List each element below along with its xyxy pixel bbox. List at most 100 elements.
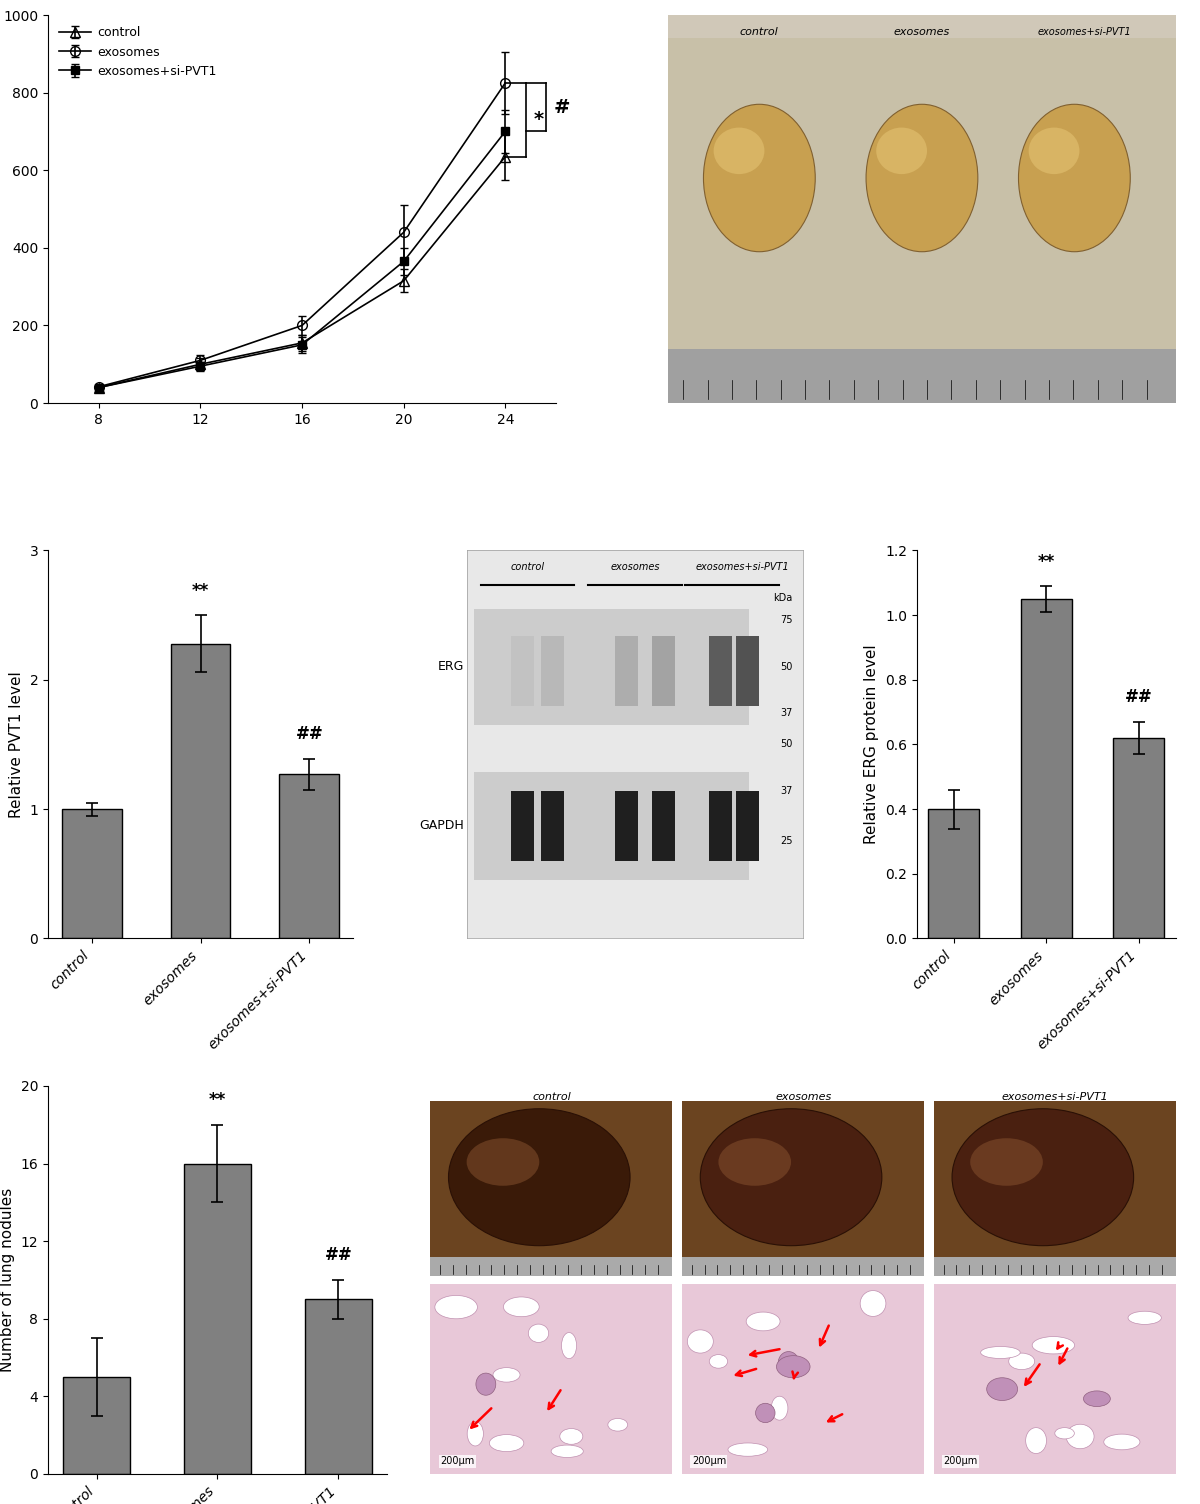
Bar [64, 1378, 130, 1474]
FancyBboxPatch shape [474, 609, 749, 725]
Ellipse shape [467, 1139, 539, 1185]
Ellipse shape [860, 1290, 886, 1316]
FancyBboxPatch shape [934, 1101, 1176, 1275]
Text: 200μm: 200μm [943, 1456, 978, 1466]
Text: GAPDH: GAPDH [419, 820, 463, 832]
Ellipse shape [746, 1311, 780, 1331]
Bar [62, 809, 121, 938]
Ellipse shape [562, 1333, 577, 1358]
Ellipse shape [467, 1421, 484, 1445]
Ellipse shape [1104, 1435, 1140, 1450]
Text: kDa: kDa [773, 593, 793, 603]
FancyBboxPatch shape [709, 791, 732, 860]
FancyBboxPatch shape [668, 349, 1176, 403]
FancyBboxPatch shape [682, 1284, 924, 1474]
Ellipse shape [476, 1373, 496, 1396]
Text: 25: 25 [780, 836, 793, 847]
Text: 50: 50 [780, 662, 793, 672]
FancyBboxPatch shape [541, 791, 564, 860]
FancyBboxPatch shape [682, 1101, 924, 1275]
Y-axis label: Number of lung nodules: Number of lung nodules [0, 1188, 14, 1372]
Text: 37: 37 [780, 787, 793, 796]
Ellipse shape [714, 128, 764, 174]
FancyBboxPatch shape [541, 636, 564, 705]
Text: ERG: ERG [437, 660, 463, 674]
Text: 75: 75 [780, 615, 793, 626]
Text: control: control [532, 1092, 571, 1101]
Y-axis label: Relative PVT1 level: Relative PVT1 level [8, 671, 24, 818]
Text: **: ** [1038, 552, 1055, 570]
Legend: control, exosomes, exosomes+si-PVT1: control, exosomes, exosomes+si-PVT1 [54, 21, 221, 83]
Ellipse shape [504, 1296, 539, 1316]
Ellipse shape [1055, 1427, 1074, 1439]
Text: ##: ## [1124, 689, 1153, 707]
Text: **: ** [192, 582, 209, 600]
Ellipse shape [703, 104, 815, 251]
Bar [929, 809, 979, 938]
Text: control: control [740, 27, 779, 36]
Text: exosomes+si-PVT1: exosomes+si-PVT1 [1038, 27, 1132, 36]
FancyBboxPatch shape [736, 791, 760, 860]
Ellipse shape [551, 1445, 583, 1457]
Ellipse shape [449, 1108, 630, 1245]
Ellipse shape [986, 1378, 1018, 1400]
Bar [1114, 738, 1164, 938]
FancyBboxPatch shape [934, 1284, 1176, 1474]
Ellipse shape [876, 128, 928, 174]
Ellipse shape [688, 1330, 713, 1354]
Bar [280, 775, 340, 938]
FancyBboxPatch shape [934, 1257, 1176, 1275]
Text: exosomes: exosomes [775, 1092, 832, 1101]
Bar [1021, 599, 1072, 938]
Text: exosomes+si-PVT1: exosomes+si-PVT1 [695, 562, 790, 572]
Bar [170, 644, 230, 938]
FancyBboxPatch shape [614, 791, 638, 860]
Text: 37: 37 [780, 708, 793, 719]
Ellipse shape [493, 1367, 520, 1382]
Ellipse shape [1009, 1354, 1034, 1370]
Ellipse shape [779, 1352, 799, 1373]
Ellipse shape [701, 1108, 882, 1245]
FancyBboxPatch shape [652, 791, 676, 860]
Ellipse shape [1084, 1391, 1110, 1406]
Bar [305, 1299, 372, 1474]
Ellipse shape [709, 1355, 727, 1369]
Ellipse shape [1019, 104, 1130, 251]
Text: exosomes+si-PVT1: exosomes+si-PVT1 [1002, 1092, 1109, 1101]
Text: 200μm: 200μm [440, 1456, 474, 1466]
FancyBboxPatch shape [431, 1257, 672, 1275]
Text: *: * [533, 110, 544, 129]
Ellipse shape [772, 1396, 788, 1420]
Ellipse shape [528, 1324, 548, 1343]
Text: exosomes: exosomes [610, 562, 660, 572]
Text: 200μm: 200μm [691, 1456, 726, 1466]
FancyBboxPatch shape [614, 636, 638, 705]
FancyBboxPatch shape [511, 636, 534, 705]
Ellipse shape [1026, 1427, 1046, 1453]
FancyBboxPatch shape [736, 636, 760, 705]
Ellipse shape [866, 104, 978, 251]
FancyBboxPatch shape [511, 791, 534, 860]
FancyBboxPatch shape [682, 1257, 924, 1275]
Text: **: ** [209, 1092, 226, 1110]
Text: #: # [553, 98, 570, 117]
Ellipse shape [490, 1435, 523, 1451]
Ellipse shape [434, 1295, 478, 1319]
Ellipse shape [776, 1355, 810, 1378]
Text: ##: ## [295, 725, 323, 743]
Text: 50: 50 [780, 740, 793, 749]
Ellipse shape [719, 1139, 791, 1185]
Ellipse shape [1032, 1337, 1075, 1354]
FancyBboxPatch shape [431, 1101, 672, 1275]
FancyBboxPatch shape [474, 772, 749, 880]
Ellipse shape [756, 1403, 775, 1423]
Y-axis label: Relative ERG protein level: Relative ERG protein level [864, 645, 880, 844]
Text: ##: ## [324, 1247, 352, 1265]
FancyBboxPatch shape [431, 1284, 672, 1474]
Ellipse shape [1067, 1424, 1094, 1448]
Ellipse shape [559, 1429, 583, 1444]
FancyBboxPatch shape [709, 636, 732, 705]
Bar [185, 1164, 251, 1474]
Ellipse shape [728, 1442, 768, 1456]
Ellipse shape [980, 1346, 1020, 1358]
